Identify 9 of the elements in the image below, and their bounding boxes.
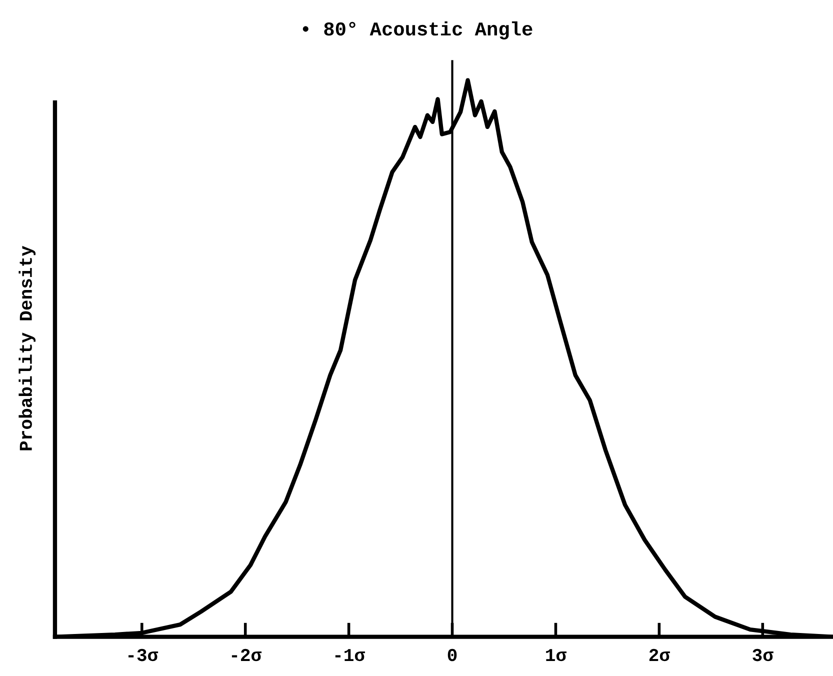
x-tick-label: 0 bbox=[448, 648, 457, 662]
x-tick-label: 1σ bbox=[546, 649, 566, 662]
x-tick-label: -1σ bbox=[335, 649, 365, 662]
x-tick-label: 3σ bbox=[752, 648, 774, 662]
x-tick-label: -3σ bbox=[128, 648, 158, 662]
x-tick-label: 2σ bbox=[649, 648, 670, 662]
x-tick-label: -2σ bbox=[232, 648, 262, 662]
y-axis-title: Probability Density bbox=[18, 246, 36, 450]
chart-title: • 80° Acoustic Angle bbox=[302, 21, 532, 40]
